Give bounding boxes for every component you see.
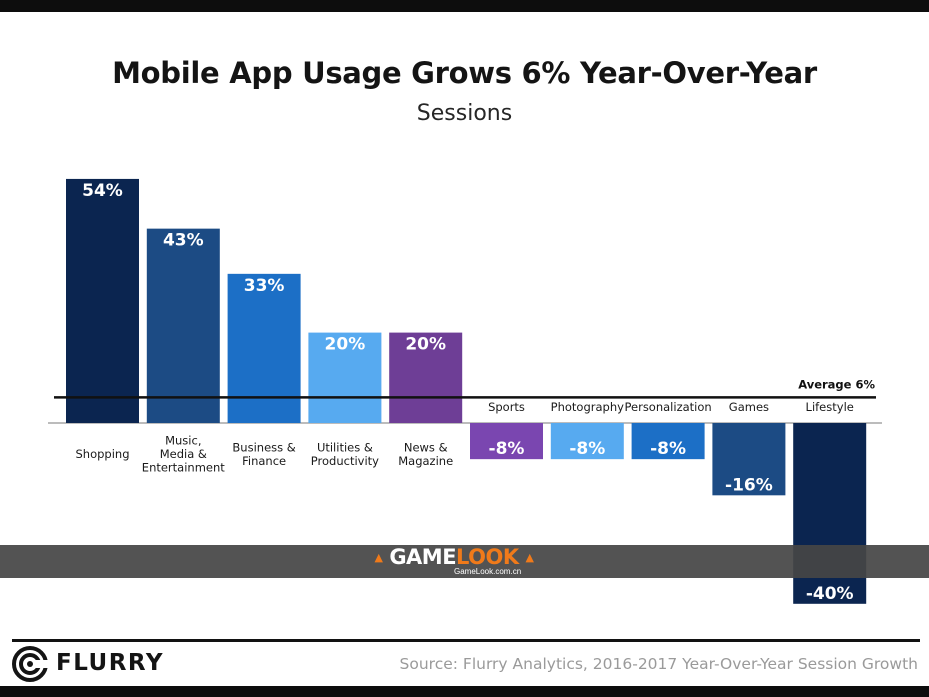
category-label-8-0: Games <box>729 400 769 414</box>
top-border <box>0 0 929 12</box>
bar-value-label-0: 54% <box>82 181 123 201</box>
bar-2 <box>227 273 301 423</box>
category-label-2-1: Finance <box>242 454 286 468</box>
flurry-brand: FLURRY <box>56 650 165 676</box>
bar-5 <box>470 423 543 460</box>
watermark-text-look: LOOK <box>456 545 519 569</box>
bar-value-label-6: -8% <box>569 439 605 459</box>
bar-value-label-4: 20% <box>405 335 446 355</box>
chart-subtitle: Sessions <box>416 101 513 126</box>
source-note: Source: Flurry Analytics, 2016-2017 Year… <box>399 655 918 673</box>
category-label-2-0: Business & <box>232 440 295 454</box>
watermark-band <box>0 545 929 578</box>
category-label-0-0: Shopping <box>75 447 129 461</box>
watermark-url: GameLook.com.cn <box>454 567 522 576</box>
category-label-3-1: Productivity <box>311 454 379 468</box>
category-label-1-0: Music, <box>165 434 201 448</box>
bar-3 <box>308 332 382 423</box>
bar-0 <box>66 178 139 423</box>
average-label: Average 6% <box>798 377 875 391</box>
category-label-4-0: News & <box>404 440 448 454</box>
category-label-3-0: Utilities & <box>317 440 373 454</box>
category-label-7-0: Personalization <box>624 400 711 414</box>
category-label-1-1: Media & <box>160 447 207 461</box>
watermark-text-game: GAME <box>389 545 457 569</box>
bar-8 <box>712 423 786 496</box>
category-label-1-2: Entertainment <box>142 461 225 475</box>
category-label-6-0: Photography <box>551 400 624 414</box>
bar-value-label-8: -16% <box>725 475 773 495</box>
bar-value-label-5: -8% <box>489 439 525 459</box>
bar-value-label-3: 20% <box>325 335 366 355</box>
bar-value-label-9: -40% <box>806 584 854 604</box>
category-label-5-0: Sports <box>488 400 525 414</box>
flurry-logo-icon <box>12 646 48 682</box>
bar-6 <box>550 423 624 460</box>
bar-value-label-2: 33% <box>244 276 285 296</box>
bar-1 <box>146 228 220 423</box>
bar-7 <box>631 423 705 460</box>
bar-value-label-1: 43% <box>163 231 204 251</box>
bottom-border <box>0 686 929 697</box>
bar-4 <box>389 332 463 423</box>
chart-title: Mobile App Usage Grows 6% Year-Over-Year <box>112 56 817 90</box>
footer-rule <box>12 639 920 642</box>
watermark-logo: ▲ GAMELOOK ▲ GameLook.com.cn <box>374 545 534 576</box>
category-label-9-0: Lifestyle <box>806 400 854 414</box>
category-label-4-1: Magazine <box>398 454 453 468</box>
bar-value-label-7: -8% <box>650 439 686 459</box>
